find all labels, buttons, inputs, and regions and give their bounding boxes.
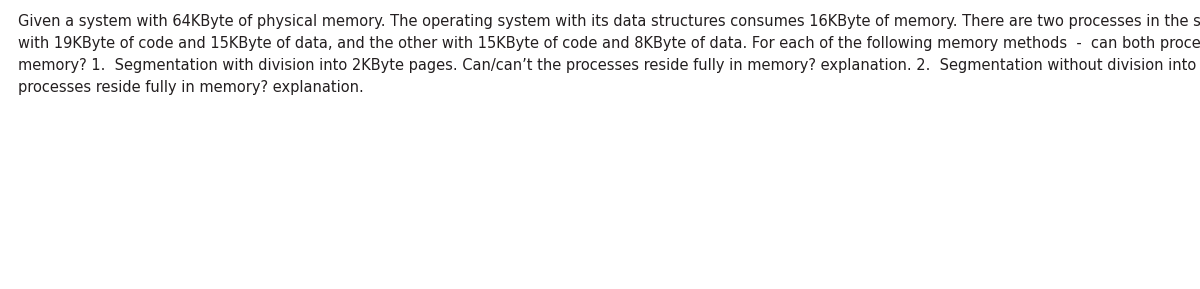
Text: with 19KByte of code and 15KByte of data, and the other with 15KByte of code and: with 19KByte of code and 15KByte of data… <box>18 36 1200 51</box>
Text: memory? 1.  Segmentation with division into 2KByte pages. Can/can’t the processe: memory? 1. Segmentation with division in… <box>18 58 1200 73</box>
Text: processes reside fully in memory? explanation.: processes reside fully in memory? explan… <box>18 80 364 95</box>
Text: Given a system with 64KByte of physical memory. The operating system with its da: Given a system with 64KByte of physical … <box>18 14 1200 29</box>
